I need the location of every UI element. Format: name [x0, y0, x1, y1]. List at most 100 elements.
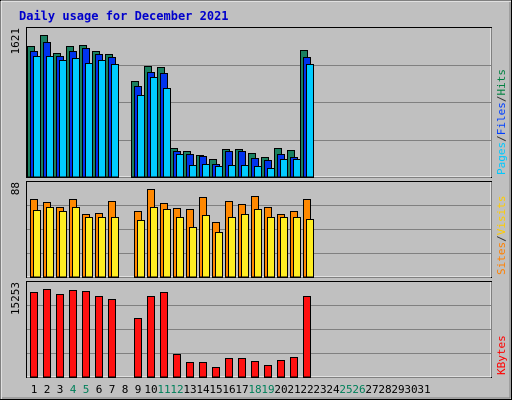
- bar-pages-day-15: [215, 166, 223, 178]
- x-tick-label: 21: [287, 383, 300, 396]
- x-tick-label: 12: [170, 383, 183, 396]
- bar-visits-day-22: [306, 219, 314, 278]
- bar-pages-day-7: [111, 64, 119, 178]
- bar-visits-day-12: [176, 217, 184, 278]
- bar-visits-day-20: [280, 217, 288, 278]
- bar-pages-day-20: [280, 159, 288, 178]
- bar-pages-day-1: [33, 56, 41, 178]
- bar-kbytes-day-6: [95, 296, 103, 378]
- bar-pages-day-22: [306, 64, 314, 178]
- legend-entry: Sites: [495, 242, 508, 275]
- x-tick-label: 22: [300, 383, 313, 396]
- x-tick-label: 13: [183, 383, 196, 396]
- bar-pages-day-9: [137, 95, 145, 178]
- bar-kbytes-day-19: [264, 365, 272, 378]
- bar-kbytes-day-10: [147, 296, 155, 378]
- bar-visits-day-11: [163, 209, 171, 278]
- bar-visits-day-2: [46, 207, 54, 278]
- bar-kbytes-day-20: [277, 360, 285, 378]
- x-tick-label: 16: [222, 383, 235, 396]
- bar-kbytes-day-15: [212, 367, 220, 378]
- x-tick-label: 7: [109, 383, 116, 396]
- x-tick-label: 10: [144, 383, 157, 396]
- bar-visits-day-4: [72, 207, 80, 278]
- bar-kbytes-day-3: [56, 294, 64, 378]
- x-tick-label: 14: [196, 383, 210, 396]
- bar-kbytes-day-22: [303, 296, 311, 378]
- x-tick-label: 29: [391, 383, 404, 396]
- bar-visits-day-3: [59, 211, 67, 278]
- bar-visits-day-7: [111, 217, 119, 278]
- bar-pages-day-17: [241, 165, 249, 178]
- bar-kbytes-day-12: [173, 354, 181, 378]
- bar-pages-day-5: [85, 63, 93, 178]
- bar-pages-day-13: [189, 165, 197, 178]
- bar-visits-day-17: [241, 214, 249, 278]
- bar-pages-day-6: [98, 60, 106, 178]
- x-tick-label: 26: [352, 383, 365, 396]
- x-tick-label: 9: [135, 383, 142, 396]
- bar-kbytes-day-2: [43, 289, 51, 378]
- x-tick-label: 24: [326, 383, 340, 396]
- chart-panels: 1621Pages/Files/Hits88Sites/Visits15253K…: [9, 27, 508, 378]
- legend-entry: /: [495, 135, 508, 142]
- bar-kbytes-day-4: [69, 290, 77, 378]
- bar-pages-day-3: [59, 60, 67, 178]
- x-tick-label: 23: [313, 383, 326, 396]
- legend-entry: Visits: [495, 196, 508, 236]
- x-tick-label: 31: [417, 383, 430, 396]
- bar-kbytes-day-1: [30, 292, 38, 378]
- panel-visits_sites: 88 Sites/Visits: [9, 181, 508, 278]
- bar-pages-day-4: [72, 58, 80, 178]
- x-tick-label: 15: [209, 383, 222, 396]
- x-tick-label: 25: [339, 383, 352, 396]
- bar-kbytes-day-16: [225, 358, 233, 378]
- x-tick-label: 19: [261, 383, 274, 396]
- bar-kbytes-day-14: [199, 362, 207, 378]
- x-tick-label: 20: [274, 383, 287, 396]
- bar-visits-day-13: [189, 227, 197, 278]
- bar-visits-day-15: [215, 232, 223, 278]
- x-tick-label: 17: [235, 383, 248, 396]
- x-tick-label: 18: [248, 383, 261, 396]
- x-axis-labels: 1 2 3 4 5 6 7 8 9 10 11 12 13 14 15 16 17 18 19 20 21 22 23 24 2…: [31, 383, 431, 396]
- bar-pages-day-16: [228, 165, 236, 178]
- x-tick-label: 11: [157, 383, 170, 396]
- x-tick-label: 4: [70, 383, 77, 396]
- legend-entry: /: [495, 235, 508, 242]
- bar-pages-day-11: [163, 88, 171, 178]
- x-tick-label: 27: [365, 383, 378, 396]
- bar-pages-day-10: [150, 77, 158, 178]
- bar-pages-day-2: [46, 56, 54, 178]
- bar-kbytes-day-5: [82, 291, 90, 378]
- x-tick-label: 3: [57, 383, 64, 396]
- panel-kbytes: 15253 KBytes: [9, 281, 508, 378]
- bar-kbytes-day-18: [251, 361, 259, 378]
- bar-visits-day-19: [267, 217, 275, 278]
- bar-kbytes-day-13: [186, 362, 194, 378]
- legend-hits_files_pages: Pages/Files/Hits: [495, 69, 508, 175]
- bar-pages-day-21: [293, 159, 301, 178]
- bar-kbytes-day-21: [290, 357, 298, 378]
- y-axis-max-label: 1621: [9, 28, 22, 55]
- legend-entry: Pages: [495, 142, 508, 175]
- bar-pages-day-18: [254, 166, 262, 178]
- bar-pages-day-19: [267, 168, 275, 178]
- bar-visits-day-6: [98, 217, 106, 278]
- bar-visits-day-14: [202, 215, 210, 278]
- bar-kbytes-day-11: [160, 292, 168, 378]
- bar-kbytes-day-9: [134, 318, 142, 378]
- bar-kbytes-day-17: [238, 358, 246, 378]
- legend-entry: Files: [495, 102, 508, 135]
- legend-entry: KBytes: [495, 335, 508, 375]
- legend-visits_sites: Sites/Visits: [495, 196, 508, 276]
- chart-title: Daily usage for December 2021: [19, 9, 229, 23]
- x-tick-label: 1: [31, 383, 38, 396]
- x-tick-label: 5: [83, 383, 90, 396]
- legend-entry: /: [495, 96, 508, 103]
- legend-entry: Hits: [495, 69, 508, 96]
- y-axis-max-label: 88: [9, 182, 22, 195]
- x-tick-label: 2: [44, 383, 51, 396]
